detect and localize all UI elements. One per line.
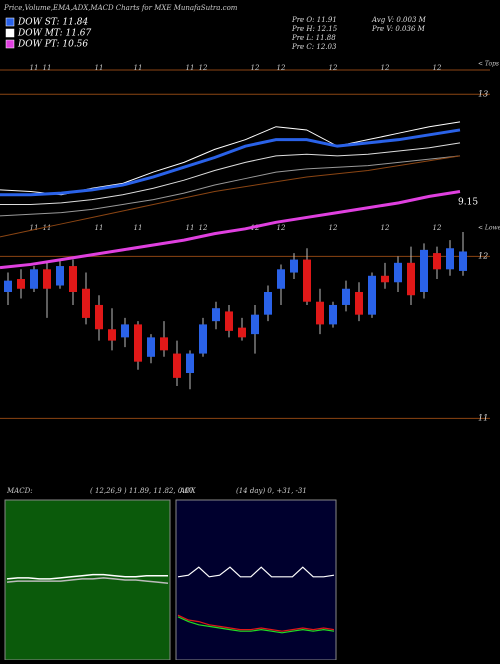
- candle-body: [225, 311, 233, 331]
- candle-body: [82, 288, 90, 318]
- legend-swatch: [5, 17, 15, 27]
- x-tick-label: 11: [95, 64, 104, 72]
- candle-body: [69, 266, 77, 292]
- candle-body: [407, 262, 415, 296]
- candle-body: [134, 324, 142, 362]
- ema-line: [0, 155, 461, 217]
- legend-label: DOW PT: 10.56: [17, 40, 88, 50]
- x-tick-label: 12: [433, 64, 442, 72]
- x-tick-label: 12: [199, 64, 208, 72]
- x-tick-label: 12: [381, 64, 390, 72]
- x-tick-label: 11: [134, 224, 143, 232]
- info-text: Pre V: 0.036 M: [371, 25, 426, 33]
- annotation: < Lowes: [478, 225, 500, 232]
- legend-label: DOW MT: 11.67: [17, 29, 92, 39]
- legend-label: DOW ST: 11.84: [17, 18, 88, 28]
- panel-label: ADX: [179, 487, 197, 495]
- panel-background: [175, 499, 337, 661]
- info-text: Avg V: 0.003 M: [371, 16, 427, 24]
- x-tick-label: 12: [199, 224, 208, 232]
- ema-line: [0, 128, 461, 197]
- candle-body: [277, 269, 285, 289]
- candle-body: [56, 266, 64, 286]
- x-tick-label: 11: [43, 64, 52, 72]
- x-tick-label: 12: [329, 64, 338, 72]
- info-text: Pre C: 12.03: [291, 43, 337, 51]
- x-tick-label: 11: [30, 64, 39, 72]
- candle-body: [290, 259, 298, 273]
- x-tick-label: 11: [30, 224, 39, 232]
- candle-body: [446, 248, 454, 270]
- candle-body: [316, 301, 324, 325]
- y-tick-label: 13: [478, 89, 488, 98]
- candle-body: [17, 279, 25, 289]
- x-tick-label: 12: [381, 224, 390, 232]
- candle-body: [355, 291, 363, 315]
- candle-body: [186, 353, 194, 374]
- legend-swatch: [5, 39, 15, 49]
- panel-params: ( 12,26,9 ) 11.89, 11.82, 0.07: [90, 487, 194, 495]
- page-title: Price,Volume,EMA,ADX,MACD Charts for MXE…: [3, 4, 238, 12]
- indicator-line: [177, 614, 335, 632]
- info-text: Pre O: 11.91: [291, 16, 337, 24]
- x-tick-label: 12: [277, 64, 286, 72]
- x-tick-label: 12: [433, 224, 442, 232]
- candle-body: [342, 288, 350, 305]
- x-tick-label: 12: [329, 224, 338, 232]
- candle-body: [433, 253, 441, 270]
- x-tick-label: 11: [43, 224, 52, 232]
- candle-body: [251, 314, 259, 335]
- x-tick-label: 11: [95, 224, 104, 232]
- candle-body: [95, 304, 103, 330]
- indicator-line: [177, 616, 335, 634]
- y-tick-label: 12: [478, 251, 488, 260]
- candle-body: [238, 327, 246, 338]
- candle-body: [394, 262, 402, 283]
- candle-body: [199, 324, 207, 354]
- y-tick-label: 11: [478, 413, 488, 422]
- candle-body: [30, 269, 38, 289]
- candle-body: [173, 353, 181, 378]
- legend-swatch: [5, 28, 15, 38]
- candle-body: [108, 329, 116, 341]
- candle-body: [368, 275, 376, 315]
- annotation: 9.15: [458, 198, 478, 208]
- candle-body: [4, 280, 12, 292]
- panel-params: (14 day) 0, +31, -31: [236, 487, 307, 495]
- x-tick-label: 11: [186, 64, 195, 72]
- info-text: Pre H: 12.15: [291, 25, 338, 33]
- candle-body: [381, 275, 389, 283]
- candle-body: [264, 291, 272, 315]
- x-tick-label: 12: [251, 64, 260, 72]
- x-tick-label: 11: [186, 224, 195, 232]
- annotation: < Tops: [478, 61, 499, 68]
- ema-line: [0, 142, 461, 205]
- info-text: Pre L: 11.88: [291, 34, 336, 42]
- x-tick-label: 11: [134, 64, 143, 72]
- candle-body: [147, 337, 155, 357]
- ema-line: [0, 155, 461, 238]
- candle-body: [329, 304, 337, 325]
- x-tick-label: 12: [277, 224, 286, 232]
- indicator-line: [6, 573, 168, 580]
- candle-body: [212, 308, 220, 322]
- panel-background: [4, 499, 171, 661]
- indicator-line: [177, 566, 335, 578]
- ema-line: [0, 190, 461, 270]
- candle-body: [43, 269, 51, 289]
- panel-label: MACD:: [6, 487, 33, 495]
- candle-body: [121, 324, 129, 338]
- candle-body: [160, 337, 168, 351]
- candle-body: [420, 249, 428, 292]
- indicator-line: [6, 577, 169, 584]
- candle-body: [459, 251, 467, 271]
- candle-body: [303, 259, 311, 302]
